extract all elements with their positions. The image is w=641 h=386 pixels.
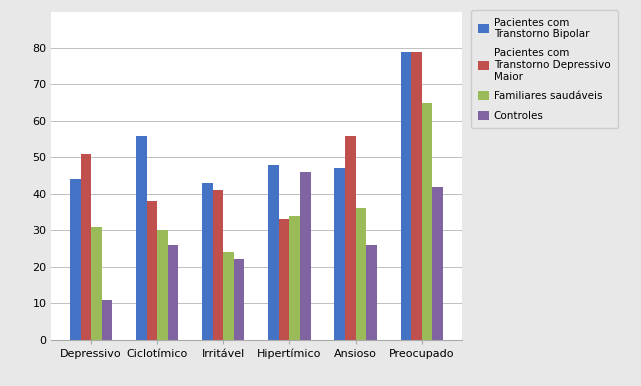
Bar <box>401 52 411 340</box>
Bar <box>279 219 290 340</box>
Bar <box>300 172 311 340</box>
Bar <box>168 245 178 340</box>
Bar <box>223 252 234 340</box>
Bar <box>432 186 443 340</box>
Bar <box>81 154 91 340</box>
Bar <box>345 135 356 340</box>
Bar <box>356 208 366 340</box>
Bar <box>147 201 157 340</box>
Bar <box>70 179 81 340</box>
Bar <box>290 216 300 340</box>
Bar <box>411 52 422 340</box>
Bar <box>136 135 147 340</box>
Bar <box>335 168 345 340</box>
Bar <box>366 245 377 340</box>
Bar <box>213 190 223 340</box>
Bar <box>157 230 168 340</box>
Bar <box>269 165 279 340</box>
Bar <box>102 300 112 340</box>
Bar <box>234 259 244 340</box>
Bar <box>91 227 102 340</box>
Legend: Pacientes com
Transtorno Bipolar, Pacientes com
Transtorno Depressivo
Maior, Fam: Pacientes com Transtorno Bipolar, Pacien… <box>471 10 618 128</box>
Bar <box>422 103 432 340</box>
Bar <box>202 183 213 340</box>
